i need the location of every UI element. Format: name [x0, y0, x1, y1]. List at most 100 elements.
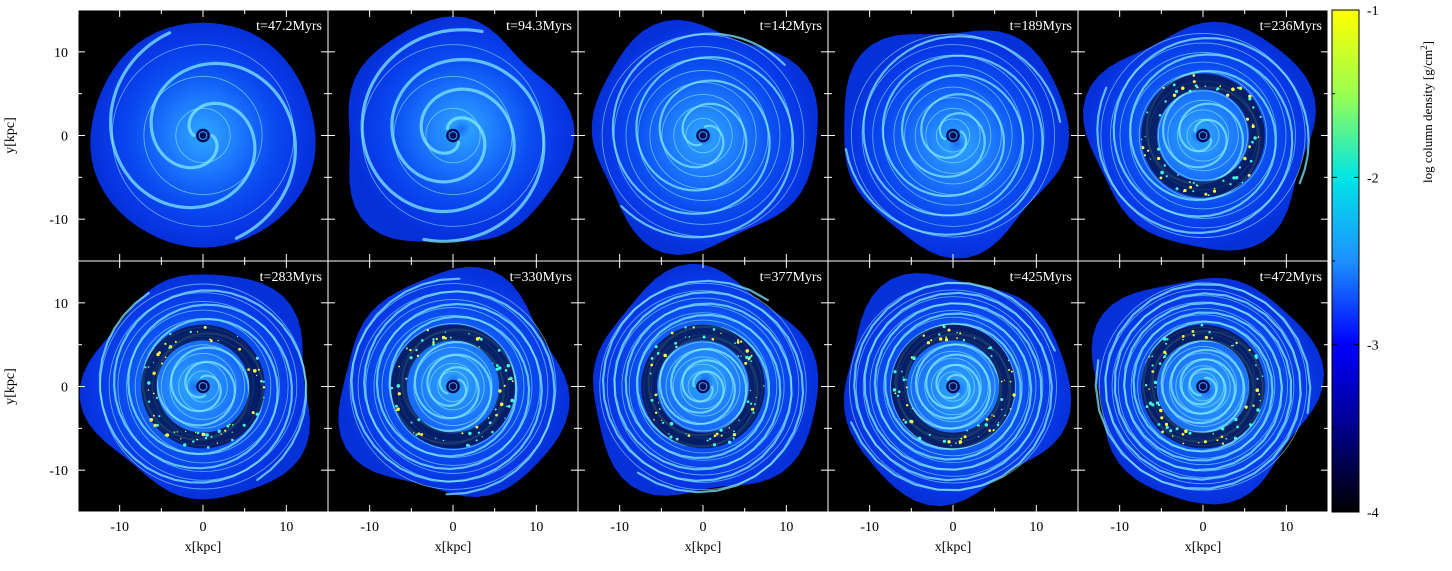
gas-clump [985, 418, 989, 421]
gas-ring [1119, 52, 1287, 219]
density-map [1091, 277, 1324, 505]
gas-clump [449, 336, 452, 339]
gas-clump [1248, 94, 1251, 98]
gas-ring [917, 350, 989, 423]
time-label: t=330Myrs [510, 270, 572, 285]
gas-clump [434, 437, 437, 439]
gas-clump [745, 355, 749, 360]
gas-clump [1198, 442, 1200, 444]
gas-clump [732, 437, 735, 440]
gas-clump [1244, 405, 1248, 409]
gas-clump [226, 424, 230, 428]
gas-clump [1008, 369, 1011, 371]
gas-clump [1157, 147, 1161, 151]
gas-clump [494, 408, 497, 411]
gas-clump [1177, 174, 1179, 176]
gas-clump [1212, 432, 1215, 435]
center-ring [198, 131, 208, 140]
gas-clump [654, 393, 658, 397]
gas-clump [224, 429, 227, 432]
gas-clump [997, 421, 1000, 424]
gas-ring [1181, 365, 1225, 408]
gas-ring [931, 364, 975, 409]
gas-clump [740, 355, 742, 357]
gas-clump [203, 325, 207, 329]
gas-clump [904, 420, 908, 424]
panel-7: t=330Myrs [327, 260, 579, 513]
gas-clump [174, 340, 177, 343]
gas-clump [902, 418, 905, 421]
gas-ring [687, 371, 719, 402]
center-ring [448, 382, 458, 391]
gas-ring [637, 70, 769, 201]
gas-clump [898, 390, 901, 394]
gas-clump [955, 442, 957, 445]
gas-clump [147, 381, 151, 385]
gas-clump [1219, 85, 1222, 88]
gas-clump [745, 349, 749, 353]
gas-clump [928, 433, 931, 436]
density-map [79, 274, 310, 500]
gas-clump [1188, 431, 1192, 435]
spiral-arm [611, 32, 786, 215]
density-map [591, 19, 818, 256]
gas-clump [1192, 181, 1195, 184]
gas-ring [883, 316, 1023, 457]
gas-ring [621, 304, 785, 469]
gas-clump [656, 352, 660, 355]
x-axis-label: x[kpc] [685, 540, 722, 555]
gas-ring [357, 291, 549, 482]
gas-clump [685, 433, 687, 435]
gas-clump [444, 331, 446, 333]
gas-clump [754, 403, 756, 406]
gas-clump [209, 338, 211, 341]
gas-ring [437, 370, 469, 403]
gas-clump [654, 411, 658, 414]
gas-clump [737, 339, 740, 342]
gas-ring [1168, 352, 1238, 421]
gas-clump [720, 434, 723, 437]
gas-clump [1189, 181, 1191, 183]
gas-clump [251, 411, 255, 415]
gas-clump [687, 434, 691, 437]
gas-clump [1251, 124, 1255, 129]
gas-clump [650, 363, 654, 367]
x-tick-label: -10 [110, 520, 129, 535]
gas-clump [395, 409, 398, 411]
gas-clump [220, 433, 222, 435]
gas-ring [685, 117, 721, 154]
gas-clump [461, 432, 464, 435]
gas-clump [902, 378, 906, 382]
gas-clump [1222, 179, 1225, 182]
x-tick-label: 10 [1029, 520, 1043, 535]
gas-clump [939, 337, 943, 341]
gas-clump [911, 408, 913, 410]
y-axis-label: y[kpc] [3, 368, 18, 405]
gas-clump [893, 370, 897, 374]
gas-clump [1172, 83, 1176, 87]
gas-ring [1100, 32, 1306, 239]
gas-disk [79, 274, 310, 500]
density-map [843, 273, 1072, 507]
gas-ring [876, 309, 1030, 464]
y-tick-label: 0 [61, 130, 68, 145]
gas-clump [497, 366, 502, 370]
gas-ring [1188, 371, 1218, 402]
panel-ticks [1078, 261, 1328, 512]
center-ring [948, 382, 958, 391]
gas-ring [673, 105, 733, 166]
gas-clump [989, 346, 992, 349]
gas-clump [670, 331, 674, 335]
fragmented-ring [141, 324, 265, 449]
colorbar: -1 -2 -3 -4 log column density [g/cm2] [1331, 4, 1435, 521]
gas-ring [935, 118, 971, 153]
gas-clump [1143, 154, 1146, 157]
density-map [90, 22, 316, 248]
gas-clump [711, 338, 715, 341]
gas-clump [962, 339, 966, 342]
gas-ring [613, 46, 793, 225]
gas-clump [684, 336, 687, 338]
gas-clump [1235, 341, 1238, 345]
panels-grid: t=47.2Myrs t=94.3Myrs t=142Myrs t=189Myrs t=… [77, 9, 1329, 513]
time-label: t=47.2Myrs [256, 19, 322, 34]
